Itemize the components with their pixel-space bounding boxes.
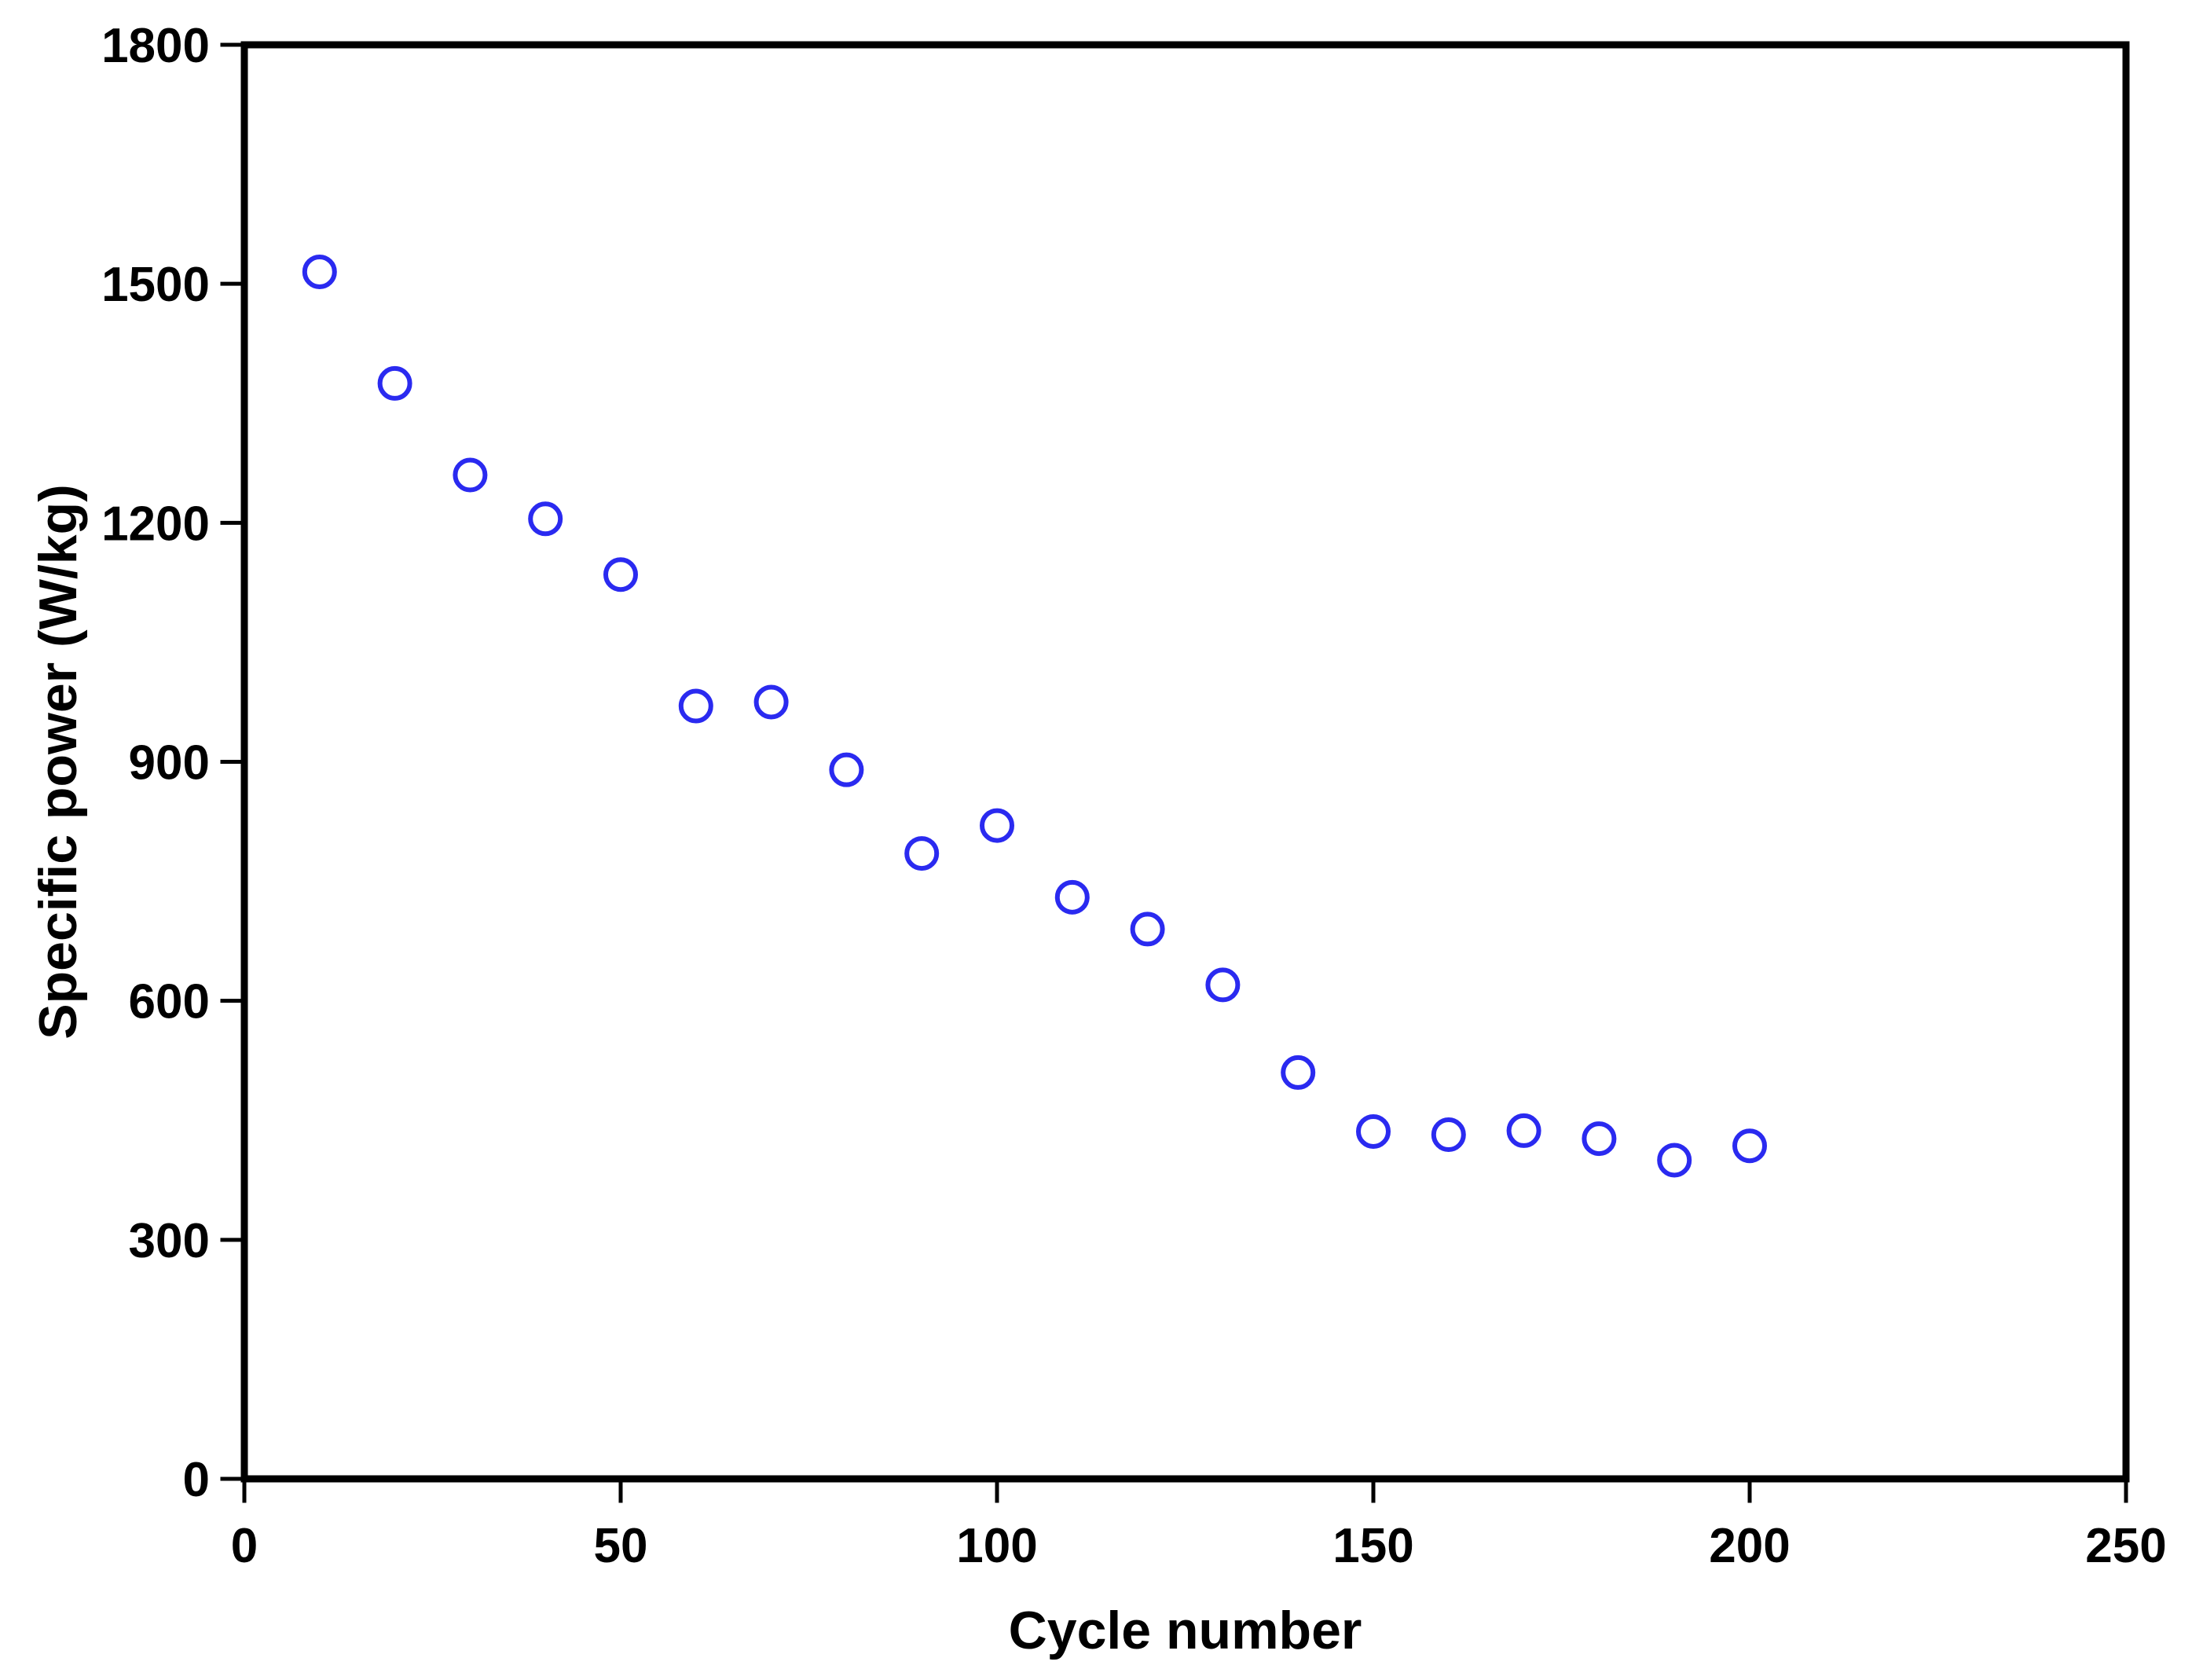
data-point bbox=[829, 752, 864, 787]
data-point bbox=[302, 254, 337, 289]
data-point bbox=[678, 688, 713, 724]
x-tick-label: 100 bbox=[956, 1519, 1037, 1573]
x-tick-label: 0 bbox=[231, 1519, 258, 1573]
y-tick-label: 900 bbox=[129, 736, 210, 790]
data-point bbox=[1205, 967, 1241, 1003]
y-tick-label: 1500 bbox=[101, 258, 210, 312]
y-tick-label: 600 bbox=[129, 975, 210, 1029]
x-tick-label: 250 bbox=[2085, 1519, 2166, 1573]
data-point bbox=[528, 501, 563, 537]
data-point bbox=[904, 836, 940, 871]
data-point bbox=[377, 365, 412, 401]
data-point bbox=[453, 457, 488, 493]
data-point bbox=[1657, 1143, 1692, 1178]
data-point bbox=[603, 557, 638, 592]
x-tick-label: 200 bbox=[1709, 1519, 1790, 1573]
data-point bbox=[1582, 1121, 1617, 1157]
data-point bbox=[1281, 1055, 1316, 1090]
data-point bbox=[1506, 1113, 1541, 1148]
x-axis-title: Cycle number bbox=[1008, 1601, 1362, 1660]
y-axis-title: Specific power (W/kg) bbox=[28, 484, 88, 1040]
data-point bbox=[1732, 1128, 1767, 1164]
y-tick-label: 1800 bbox=[101, 19, 210, 73]
y-tick-label: 0 bbox=[183, 1453, 210, 1507]
x-tick-label: 50 bbox=[594, 1519, 648, 1573]
plot-frame bbox=[240, 41, 2130, 1483]
y-tick-label: 300 bbox=[129, 1214, 210, 1268]
data-point bbox=[1431, 1117, 1466, 1152]
y-tick-label: 1200 bbox=[101, 497, 210, 551]
data-point bbox=[1356, 1113, 1391, 1149]
x-tick-label: 150 bbox=[1332, 1519, 1413, 1573]
data-point bbox=[1054, 879, 1090, 915]
data-point bbox=[980, 808, 1014, 843]
data-point bbox=[1130, 912, 1165, 947]
data-point bbox=[753, 684, 789, 720]
